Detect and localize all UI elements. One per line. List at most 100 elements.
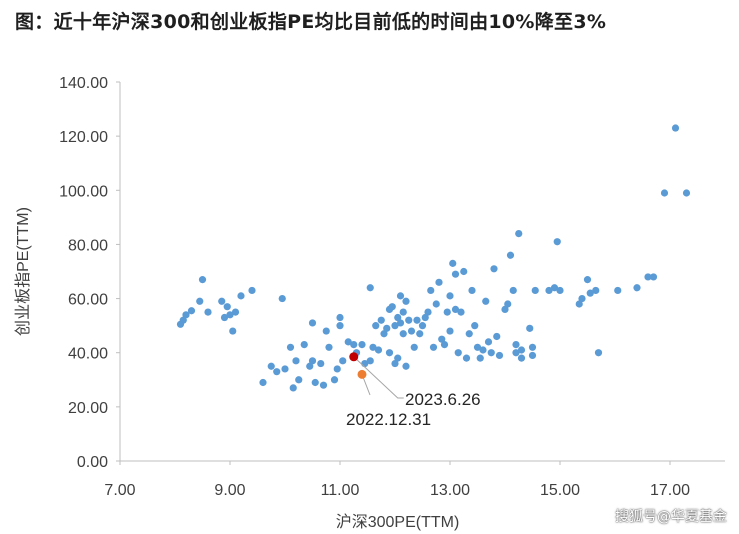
data-point (550, 284, 559, 292)
x-tick-label: 7.00 (104, 482, 135, 499)
data-point (449, 259, 457, 267)
x-tick-label: 9.00 (214, 482, 245, 499)
data-point (220, 313, 229, 322)
data-point (614, 286, 622, 295)
data-point (446, 292, 454, 300)
data-point (517, 354, 526, 362)
data-point (512, 340, 520, 349)
data-point (396, 319, 405, 327)
data-point (517, 346, 526, 354)
data-point (418, 322, 427, 330)
data-point (394, 313, 402, 322)
data-point (383, 324, 391, 332)
data-point (413, 316, 421, 324)
data-point (281, 365, 289, 373)
data-point (399, 330, 407, 338)
data-point (454, 349, 462, 357)
data-point (380, 330, 388, 338)
highlight-label: 2023.6.26 (405, 390, 481, 409)
highlight-label: 2022.12.31 (346, 410, 431, 429)
data-point (350, 340, 358, 349)
data-point (248, 286, 256, 295)
y-tick-label: 0.00 (77, 454, 108, 471)
data-point (671, 124, 680, 132)
data-point (366, 284, 374, 292)
data-point (660, 189, 669, 197)
data-point (391, 322, 399, 330)
data-point (592, 286, 600, 295)
data-point (410, 343, 418, 351)
data-point (198, 276, 207, 284)
data-point (344, 338, 352, 346)
data-point (358, 340, 366, 349)
data-point (407, 327, 416, 335)
x-tick-label: 13.00 (430, 482, 470, 499)
y-tick-label: 80.00 (68, 237, 108, 254)
data-point (586, 289, 594, 297)
data-point (575, 300, 583, 308)
data-point (396, 292, 405, 300)
watermark: 搜狐号@华夏基金 (615, 509, 727, 525)
data-point (649, 273, 658, 281)
data-point (231, 308, 240, 316)
data-point (451, 305, 460, 313)
highlight-point (357, 369, 367, 379)
data-point (405, 316, 413, 324)
data-point (308, 319, 317, 327)
data-point (369, 343, 377, 351)
data-point (512, 349, 520, 357)
data-point (495, 351, 504, 360)
y-tick-label: 40.00 (68, 346, 108, 363)
data-point (391, 359, 399, 368)
data-point (336, 322, 344, 330)
data-point (295, 376, 303, 384)
data-point (440, 340, 449, 349)
data-point (509, 286, 517, 295)
data-point (457, 308, 465, 316)
data-point (545, 286, 553, 295)
data-point (490, 265, 498, 273)
data-point (402, 297, 410, 305)
data-point (515, 230, 523, 238)
data-point (306, 362, 314, 370)
data-point (286, 343, 295, 351)
data-point (462, 354, 471, 362)
data-point (471, 322, 479, 330)
data-point (267, 362, 275, 370)
data-point (399, 308, 407, 316)
data-point (553, 238, 561, 246)
data-point (421, 313, 429, 322)
data-point (336, 313, 344, 322)
data-point (479, 346, 487, 354)
data-point (372, 322, 380, 330)
data-point (278, 294, 286, 303)
data-point (218, 297, 226, 305)
data-point (484, 338, 493, 346)
data-point (308, 357, 317, 365)
data-point (366, 357, 374, 365)
x-tick-label: 15.00 (540, 482, 580, 499)
data-point (237, 292, 245, 300)
data-point (333, 365, 341, 373)
data-point (385, 349, 394, 357)
y-tick-label: 140.00 (59, 75, 108, 92)
data-point (424, 308, 432, 316)
data-point (339, 357, 347, 365)
data-point (427, 286, 435, 295)
data-point (330, 376, 339, 384)
x-tick-label: 17.00 (650, 482, 690, 499)
data-point (204, 308, 212, 316)
data-point (443, 308, 451, 316)
y-tick-label: 120.00 (59, 129, 108, 146)
data-point (226, 311, 234, 319)
data-point (473, 343, 482, 351)
data-point (504, 300, 512, 308)
data-point (229, 327, 237, 335)
data-point (292, 357, 300, 365)
data-point (482, 297, 490, 305)
data-point (526, 324, 534, 332)
data-point (531, 286, 539, 295)
data-point (317, 359, 325, 368)
data-point (528, 343, 537, 351)
data-point (487, 349, 495, 357)
